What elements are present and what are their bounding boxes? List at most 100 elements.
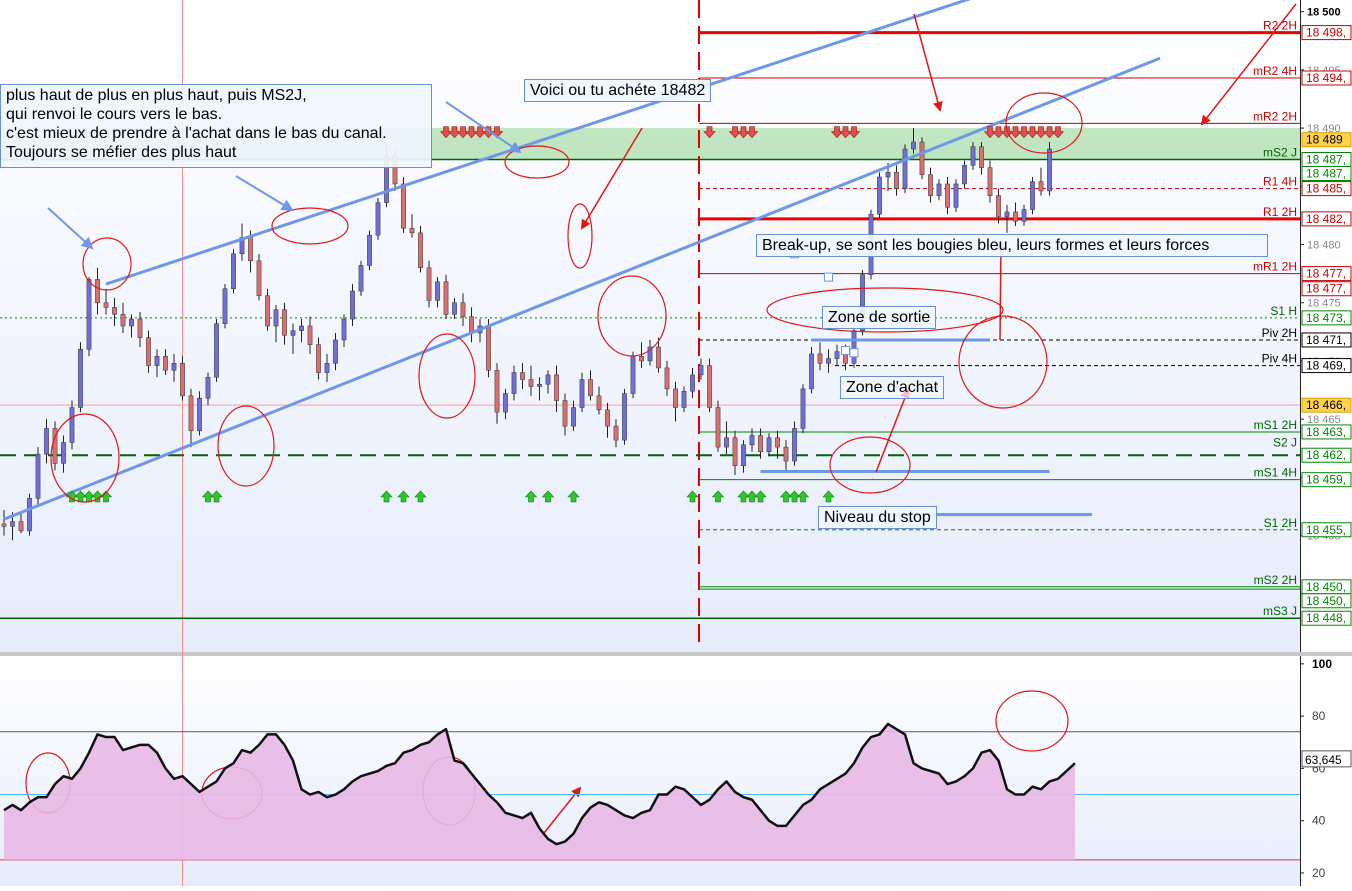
buy-signal-arrow xyxy=(99,490,113,503)
buy-zone-note: Zone d'achat xyxy=(840,376,945,399)
buy-signal-arrow xyxy=(91,490,104,503)
bear-candle xyxy=(783,446,789,462)
level-tag-box xyxy=(1301,397,1352,413)
pivot-level-label: Piv 4H xyxy=(1262,352,1297,366)
bull-candle xyxy=(537,383,542,387)
buy-signal-arrow xyxy=(686,490,699,503)
level-tag-label: 18 485, xyxy=(1306,182,1346,196)
pivot-level-label: R1 4H xyxy=(1263,175,1297,189)
bear-candle xyxy=(664,367,670,390)
bear-candle xyxy=(443,281,449,315)
bear-candle xyxy=(758,435,763,452)
buy-signal-arrow xyxy=(380,490,393,503)
level-tag-label: 18 489 xyxy=(1306,133,1343,147)
pivot-level-label: S1 2H xyxy=(1264,516,1297,530)
buy-signal-arrow xyxy=(201,490,215,503)
pane-separator xyxy=(0,652,1352,656)
level-tag-box xyxy=(1301,522,1352,538)
buy-signal-arrow xyxy=(397,490,410,503)
bull-candle xyxy=(341,318,347,341)
red-arrow xyxy=(539,786,582,839)
bear-candle xyxy=(103,302,109,308)
bull-candle xyxy=(860,274,865,331)
bull-candle xyxy=(239,237,245,255)
buy-signal-arrow xyxy=(711,490,725,503)
sell-signal-arrow xyxy=(847,126,861,139)
highlight-circle xyxy=(418,333,476,419)
buy-signal-arrow xyxy=(567,490,580,503)
pivot-level-label: mS3 J xyxy=(1263,604,1297,618)
intro-line-4: Toujours se méfier des plus haut xyxy=(6,144,237,161)
highlight-circle xyxy=(504,145,570,179)
bear-candle xyxy=(554,374,559,401)
bear-candle xyxy=(715,407,721,448)
level-tag-label: 18 471, xyxy=(1306,333,1346,347)
bull-candle xyxy=(435,281,440,301)
level-tag-box xyxy=(1301,610,1352,626)
bull-candle xyxy=(154,356,160,366)
level-tag-box xyxy=(1301,211,1352,227)
bear-candle xyxy=(18,521,24,532)
buy-signal-arrow xyxy=(796,490,810,503)
bull-candle xyxy=(826,358,831,364)
level-tag-box xyxy=(1301,181,1352,197)
bull-candle xyxy=(511,372,517,394)
bear-candle xyxy=(732,437,738,466)
sell-signal-arrow xyxy=(1000,126,1014,139)
bear-candle xyxy=(979,146,984,168)
sell-signal-arrow xyxy=(737,126,750,139)
bear-candle xyxy=(1038,181,1044,192)
bear-candle xyxy=(469,316,474,334)
square-marker xyxy=(849,348,859,358)
bear-candle xyxy=(520,372,525,380)
level-tag-label: 18 487, xyxy=(1306,153,1346,167)
sell-signal-arrow xyxy=(439,126,453,139)
buy-signal-arrow xyxy=(541,490,555,503)
price-axis-label: 18 500 xyxy=(1307,7,1341,19)
bull-candle xyxy=(800,388,806,429)
bull-candle xyxy=(749,435,755,446)
highlight-circle xyxy=(50,413,120,503)
bull-candle xyxy=(630,356,636,394)
bull-candle xyxy=(962,165,967,185)
level-tag-box xyxy=(1301,472,1352,488)
pivot-level-label: S2 J xyxy=(1273,435,1297,449)
bull-candle xyxy=(885,172,891,178)
bear-candle xyxy=(596,395,602,411)
bull-candle xyxy=(61,442,66,464)
level-tag-box xyxy=(1301,70,1352,86)
level-tag-label: 18 498, xyxy=(1306,26,1346,40)
bull-candle xyxy=(724,437,729,448)
bull-candle xyxy=(579,379,585,408)
level-tag-label: 18 450, xyxy=(1306,594,1346,608)
bear-candle xyxy=(494,369,500,413)
sell-signal-arrow xyxy=(703,126,716,139)
break-up-note: Break-up, se sont les bougies bleu, leur… xyxy=(756,234,1268,257)
red-arrow xyxy=(580,127,643,230)
bull-candle xyxy=(877,176,882,215)
buy-signal-arrow xyxy=(745,490,759,503)
bull-candle xyxy=(452,302,457,315)
bull-candle xyxy=(622,393,627,441)
square-marker xyxy=(824,272,833,282)
buy-signal-arrow xyxy=(754,490,767,503)
bull-candle xyxy=(766,437,772,452)
bull-candle xyxy=(333,339,338,364)
bear-candle xyxy=(613,425,619,441)
bull-candle xyxy=(571,407,576,427)
level-tag-box xyxy=(1301,132,1352,148)
level-tag-label: 18 466, xyxy=(1306,398,1346,412)
sell-signal-arrow xyxy=(1017,126,1031,139)
bear-candle xyxy=(987,167,993,196)
bear-candle xyxy=(562,400,568,427)
channel-line xyxy=(3,56,1161,521)
red-arrow xyxy=(913,13,943,112)
oscillator-current-label: 63,645 xyxy=(1305,753,1342,767)
sell-signal-arrow xyxy=(983,126,997,139)
bull-candle xyxy=(86,279,92,350)
bull-candle xyxy=(1047,148,1052,192)
oscillator-axis-label: 40 xyxy=(1312,814,1326,828)
bear-candle xyxy=(180,363,185,397)
bear-candle xyxy=(707,365,712,408)
bear-candle xyxy=(120,314,126,327)
